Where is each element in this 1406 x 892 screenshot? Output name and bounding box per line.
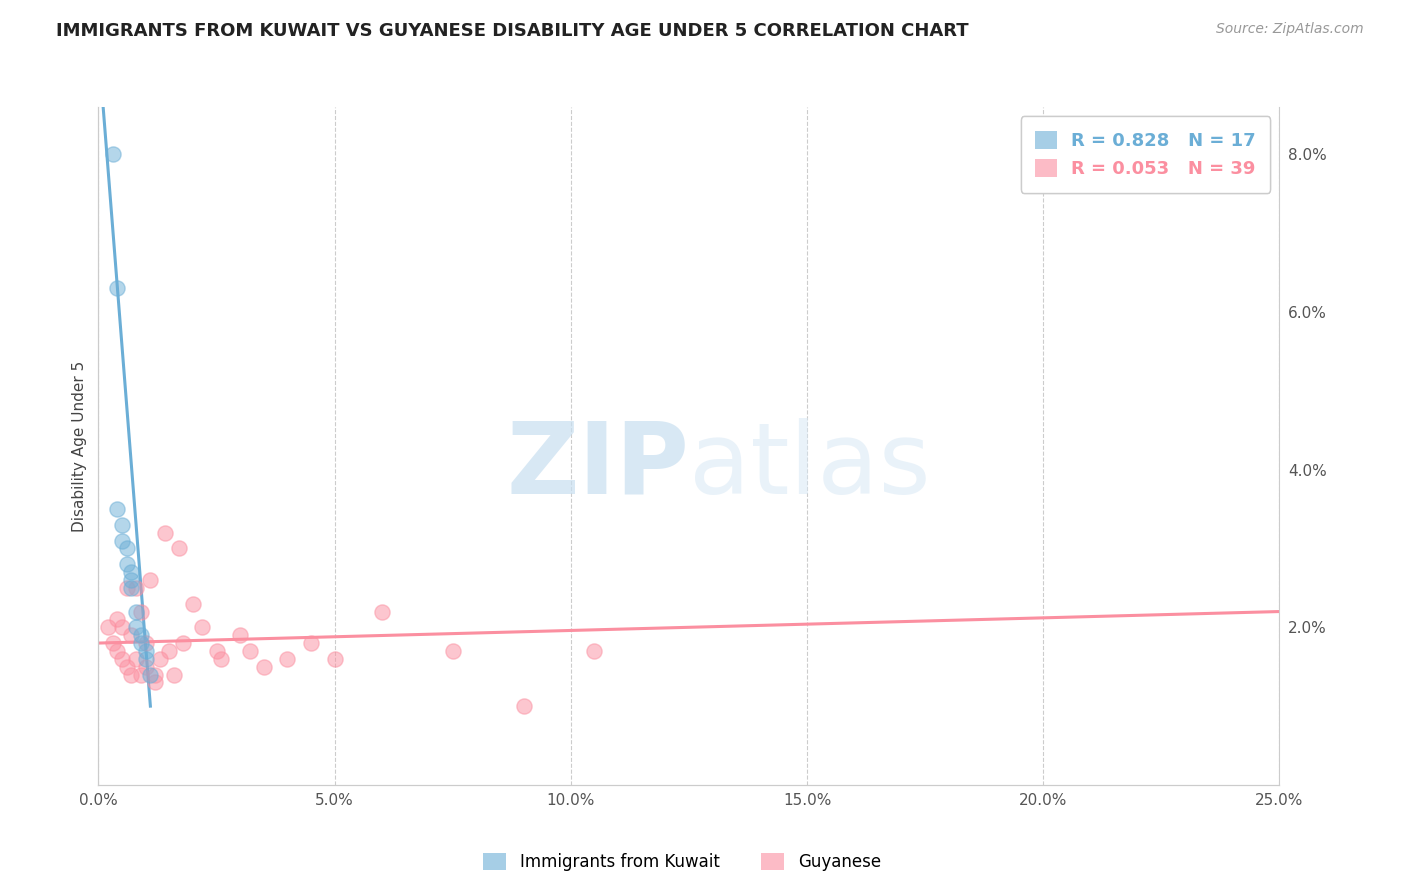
Point bbox=[121, 565, 143, 579]
Point bbox=[105, 281, 128, 295]
Point bbox=[157, 644, 180, 658]
Point bbox=[111, 620, 134, 634]
Point bbox=[209, 652, 232, 666]
Y-axis label: Disability Age Under 5: Disability Age Under 5 bbox=[72, 360, 87, 532]
Point bbox=[115, 581, 138, 595]
Point bbox=[129, 636, 152, 650]
Point bbox=[253, 659, 276, 673]
Point bbox=[121, 667, 143, 681]
Point bbox=[139, 573, 162, 587]
Point bbox=[229, 628, 252, 642]
Point bbox=[135, 659, 157, 673]
Point bbox=[115, 541, 138, 556]
Point bbox=[105, 644, 128, 658]
Point bbox=[125, 581, 148, 595]
Point bbox=[149, 652, 172, 666]
Point bbox=[125, 605, 148, 619]
Point bbox=[153, 525, 176, 540]
Point bbox=[101, 636, 124, 650]
Point bbox=[276, 652, 298, 666]
Point bbox=[191, 620, 214, 634]
Point bbox=[299, 636, 322, 650]
Point bbox=[111, 652, 134, 666]
Point bbox=[163, 667, 186, 681]
Point bbox=[105, 502, 128, 516]
Point bbox=[105, 612, 128, 626]
Text: atlas: atlas bbox=[689, 417, 931, 515]
Point bbox=[125, 620, 148, 634]
Point bbox=[181, 597, 204, 611]
Point bbox=[115, 659, 138, 673]
Point bbox=[143, 675, 166, 690]
Point bbox=[121, 573, 143, 587]
Legend: Immigrants from Kuwait, Guyanese: Immigrants from Kuwait, Guyanese bbox=[475, 845, 889, 880]
Point bbox=[441, 644, 464, 658]
Point bbox=[583, 644, 606, 658]
Point bbox=[101, 147, 124, 161]
Point bbox=[135, 652, 157, 666]
Point bbox=[121, 581, 143, 595]
Point bbox=[371, 605, 394, 619]
Point bbox=[97, 620, 120, 634]
Legend: R = 0.828   N = 17, R = 0.053   N = 39: R = 0.828 N = 17, R = 0.053 N = 39 bbox=[1021, 116, 1271, 193]
Point bbox=[172, 636, 194, 650]
Point bbox=[115, 558, 138, 572]
Point bbox=[167, 541, 190, 556]
Point bbox=[129, 628, 152, 642]
Point bbox=[121, 628, 143, 642]
Point bbox=[239, 644, 262, 658]
Point bbox=[129, 605, 152, 619]
Text: Source: ZipAtlas.com: Source: ZipAtlas.com bbox=[1216, 22, 1364, 37]
Point bbox=[111, 517, 134, 532]
Point bbox=[135, 636, 157, 650]
Point bbox=[139, 667, 162, 681]
Point bbox=[125, 652, 148, 666]
Point bbox=[205, 644, 228, 658]
Point bbox=[129, 667, 152, 681]
Point bbox=[323, 652, 346, 666]
Point bbox=[512, 699, 534, 714]
Point bbox=[143, 667, 166, 681]
Point bbox=[111, 533, 134, 548]
Point bbox=[135, 644, 157, 658]
Text: IMMIGRANTS FROM KUWAIT VS GUYANESE DISABILITY AGE UNDER 5 CORRELATION CHART: IMMIGRANTS FROM KUWAIT VS GUYANESE DISAB… bbox=[56, 22, 969, 40]
Text: ZIP: ZIP bbox=[506, 417, 689, 515]
